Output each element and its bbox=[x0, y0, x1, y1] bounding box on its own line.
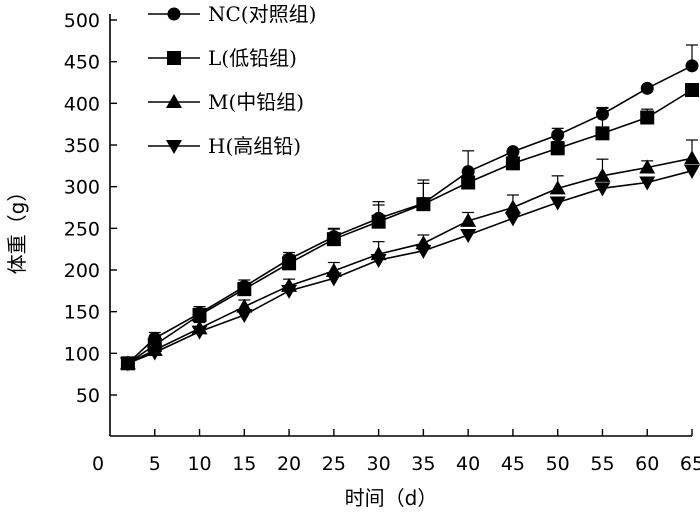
y-tick-label: 400 bbox=[64, 93, 100, 115]
legend-marker bbox=[167, 7, 181, 21]
axes: 50 100 150 200 250 300 350 400 450 500 0 5 10 15 20 25 3… bbox=[64, 10, 700, 475]
y-tick-label: 300 bbox=[64, 177, 100, 199]
data-point bbox=[461, 165, 475, 179]
legend-marker bbox=[166, 140, 182, 154]
data-point bbox=[550, 141, 565, 156]
y-tick-label: 500 bbox=[64, 10, 100, 32]
data-point bbox=[192, 308, 207, 322]
data-point bbox=[236, 309, 253, 323]
x-tick-label: 50 bbox=[546, 453, 570, 475]
data-point bbox=[640, 110, 655, 125]
series-line bbox=[127, 65, 693, 364]
data-point bbox=[549, 196, 566, 211]
data-point bbox=[371, 214, 386, 229]
data-point bbox=[595, 126, 610, 141]
data-point bbox=[281, 284, 298, 299]
x-tick-label: 0 bbox=[92, 453, 104, 475]
data-point bbox=[119, 357, 136, 372]
x-tick-label: 45 bbox=[501, 453, 525, 475]
data-point bbox=[325, 272, 342, 287]
legend-item: L(低铅组) bbox=[148, 46, 297, 70]
series-1 bbox=[120, 83, 699, 371]
legend-label: NC(对照组) bbox=[208, 2, 316, 26]
y-tick-label: 350 bbox=[64, 135, 100, 157]
legend-label: L(低铅组) bbox=[208, 46, 297, 70]
data-point bbox=[191, 325, 208, 340]
x-tick-label: 25 bbox=[322, 453, 346, 475]
y-tick-label: 100 bbox=[64, 343, 100, 365]
data-point bbox=[504, 212, 521, 227]
data-point bbox=[639, 176, 656, 191]
data-point bbox=[684, 150, 700, 165]
data-point bbox=[460, 229, 477, 243]
series-line bbox=[127, 170, 693, 365]
y-tick-label: 200 bbox=[64, 260, 100, 282]
data-point bbox=[594, 167, 611, 182]
legend-item: H(高组铅) bbox=[148, 134, 301, 158]
data-point bbox=[685, 59, 699, 73]
data-point bbox=[416, 197, 431, 212]
data-point bbox=[282, 256, 297, 271]
data-point bbox=[460, 212, 477, 227]
x-tick-label: 15 bbox=[232, 453, 256, 475]
legend-marker bbox=[166, 94, 182, 108]
series-2 bbox=[119, 139, 700, 370]
x-tick-label: 20 bbox=[277, 453, 301, 475]
x-tick-label: 30 bbox=[367, 453, 391, 475]
y-tick-label: 250 bbox=[64, 218, 100, 240]
x-tick-label: 60 bbox=[635, 453, 659, 475]
x-tick-label: 35 bbox=[411, 453, 435, 475]
data-point bbox=[370, 254, 387, 268]
x-tick-label: 5 bbox=[149, 453, 161, 475]
data-point bbox=[506, 145, 520, 159]
data-point bbox=[640, 81, 654, 95]
data-point bbox=[415, 244, 432, 259]
x-axis-title: 时间（d） bbox=[345, 486, 438, 510]
data-point bbox=[237, 282, 252, 297]
x-tick-label: 65 bbox=[680, 453, 700, 475]
x-tick-label: 40 bbox=[456, 453, 480, 475]
data-point bbox=[504, 199, 521, 214]
x-tick-label: 55 bbox=[590, 453, 614, 475]
y-tick-label: 50 bbox=[76, 385, 100, 407]
series-layer bbox=[119, 44, 700, 372]
data-point bbox=[505, 156, 520, 171]
data-point bbox=[461, 175, 476, 190]
y-tick-label: 450 bbox=[64, 52, 100, 74]
legend-item: M(中铅组) bbox=[148, 90, 304, 114]
data-point bbox=[684, 164, 700, 179]
data-point bbox=[594, 182, 611, 197]
x-tick-label: 10 bbox=[187, 453, 211, 475]
data-point bbox=[549, 180, 566, 195]
legend-item: NC(对照组) bbox=[148, 2, 316, 26]
data-point bbox=[639, 159, 656, 174]
data-point bbox=[146, 346, 163, 361]
legend-marker bbox=[167, 51, 181, 65]
legend-label: H(高组铅) bbox=[208, 134, 301, 158]
legend: NC(对照组) L(低铅组) M(中铅组) H(高组铅) bbox=[148, 2, 316, 158]
data-point bbox=[551, 128, 565, 142]
y-axis-title: 体重（g） bbox=[5, 182, 29, 275]
data-point bbox=[326, 232, 341, 247]
series-line bbox=[127, 89, 693, 364]
data-point bbox=[685, 83, 699, 97]
series-line bbox=[127, 157, 693, 365]
series-3 bbox=[119, 164, 700, 372]
y-tick-label: 150 bbox=[64, 302, 100, 324]
legend-label: M(中铅组) bbox=[208, 90, 304, 114]
